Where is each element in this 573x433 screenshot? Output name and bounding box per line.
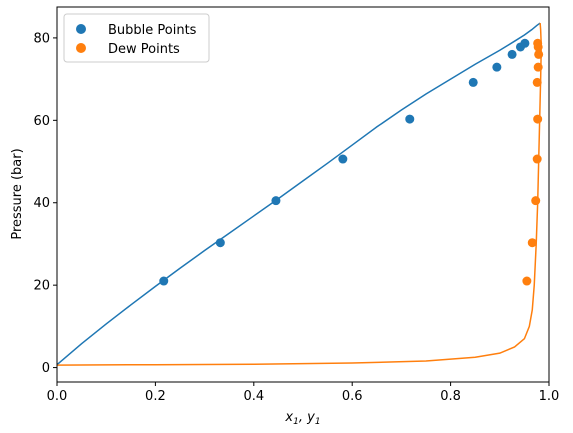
- y-tick-label-0: 0: [42, 361, 50, 376]
- dew-point-3: [532, 154, 542, 164]
- dew-point-5: [532, 77, 542, 87]
- bubble-point-7: [507, 49, 517, 59]
- dew-point-2: [531, 196, 541, 206]
- x-axis-label-x: x: [284, 410, 293, 425]
- x-axis-label-sep: , y: [299, 410, 315, 425]
- x-axis-label: x1, y1: [284, 410, 320, 427]
- bubble-point-3: [338, 154, 348, 164]
- bubble-point-1: [215, 238, 225, 248]
- x-tick-label-3: 0.6: [342, 389, 363, 404]
- dew-point-6: [533, 62, 543, 72]
- bubble-point-5: [468, 77, 478, 87]
- y-tick-label-1: 20: [33, 279, 50, 294]
- y-axis-label: Pressure (bar): [10, 148, 25, 239]
- dew-point-4: [533, 114, 543, 124]
- legend: Bubble Points Dew Points: [63, 13, 210, 63]
- x-tick-label-1: 0.2: [145, 389, 166, 404]
- y-axis-ticks: 0 20 40 60 80: [33, 31, 57, 376]
- x-axis-label-sub2: 1: [315, 417, 321, 427]
- series-line-3: [56, 23, 542, 366]
- x-axis-label-sub1: 1: [293, 417, 299, 427]
- dew-point-7: [534, 49, 544, 59]
- plot-area: [57, 7, 549, 382]
- dew-point-9: [533, 38, 543, 48]
- y-tick-label-4: 80: [33, 31, 50, 46]
- y-tick-label-2: 40: [33, 196, 50, 211]
- x-tick-label-2: 0.4: [243, 389, 264, 404]
- legend-label-bubble: Bubble Points: [108, 23, 197, 38]
- x-tick-label-5: 1.0: [539, 389, 560, 404]
- series-points: [159, 38, 544, 286]
- bubble-point-9: [520, 38, 530, 48]
- legend-frame: [63, 13, 210, 63]
- y-tick-label-3: 60: [33, 114, 50, 129]
- x-tick-label-4: 0.8: [440, 389, 461, 404]
- bubble-point-0: [159, 276, 169, 286]
- legend-marker-bubble: [76, 24, 86, 34]
- bubble-point-4: [405, 114, 415, 124]
- x-tick-label-0: 0.0: [47, 389, 68, 404]
- series-lines: [56, 22, 542, 366]
- series-line-2: [56, 22, 541, 366]
- plot-frame: [56, 6, 550, 383]
- legend-marker-dew: [76, 43, 86, 53]
- x-axis-ticks: 0.0 0.2 0.4 0.6 0.8 1.0: [47, 382, 560, 404]
- bubble-point-2: [271, 196, 281, 206]
- bubble-point-6: [492, 62, 502, 72]
- legend-label-dew: Dew Points: [108, 42, 180, 57]
- dew-point-0: [522, 276, 532, 286]
- dew-point-1: [527, 238, 537, 248]
